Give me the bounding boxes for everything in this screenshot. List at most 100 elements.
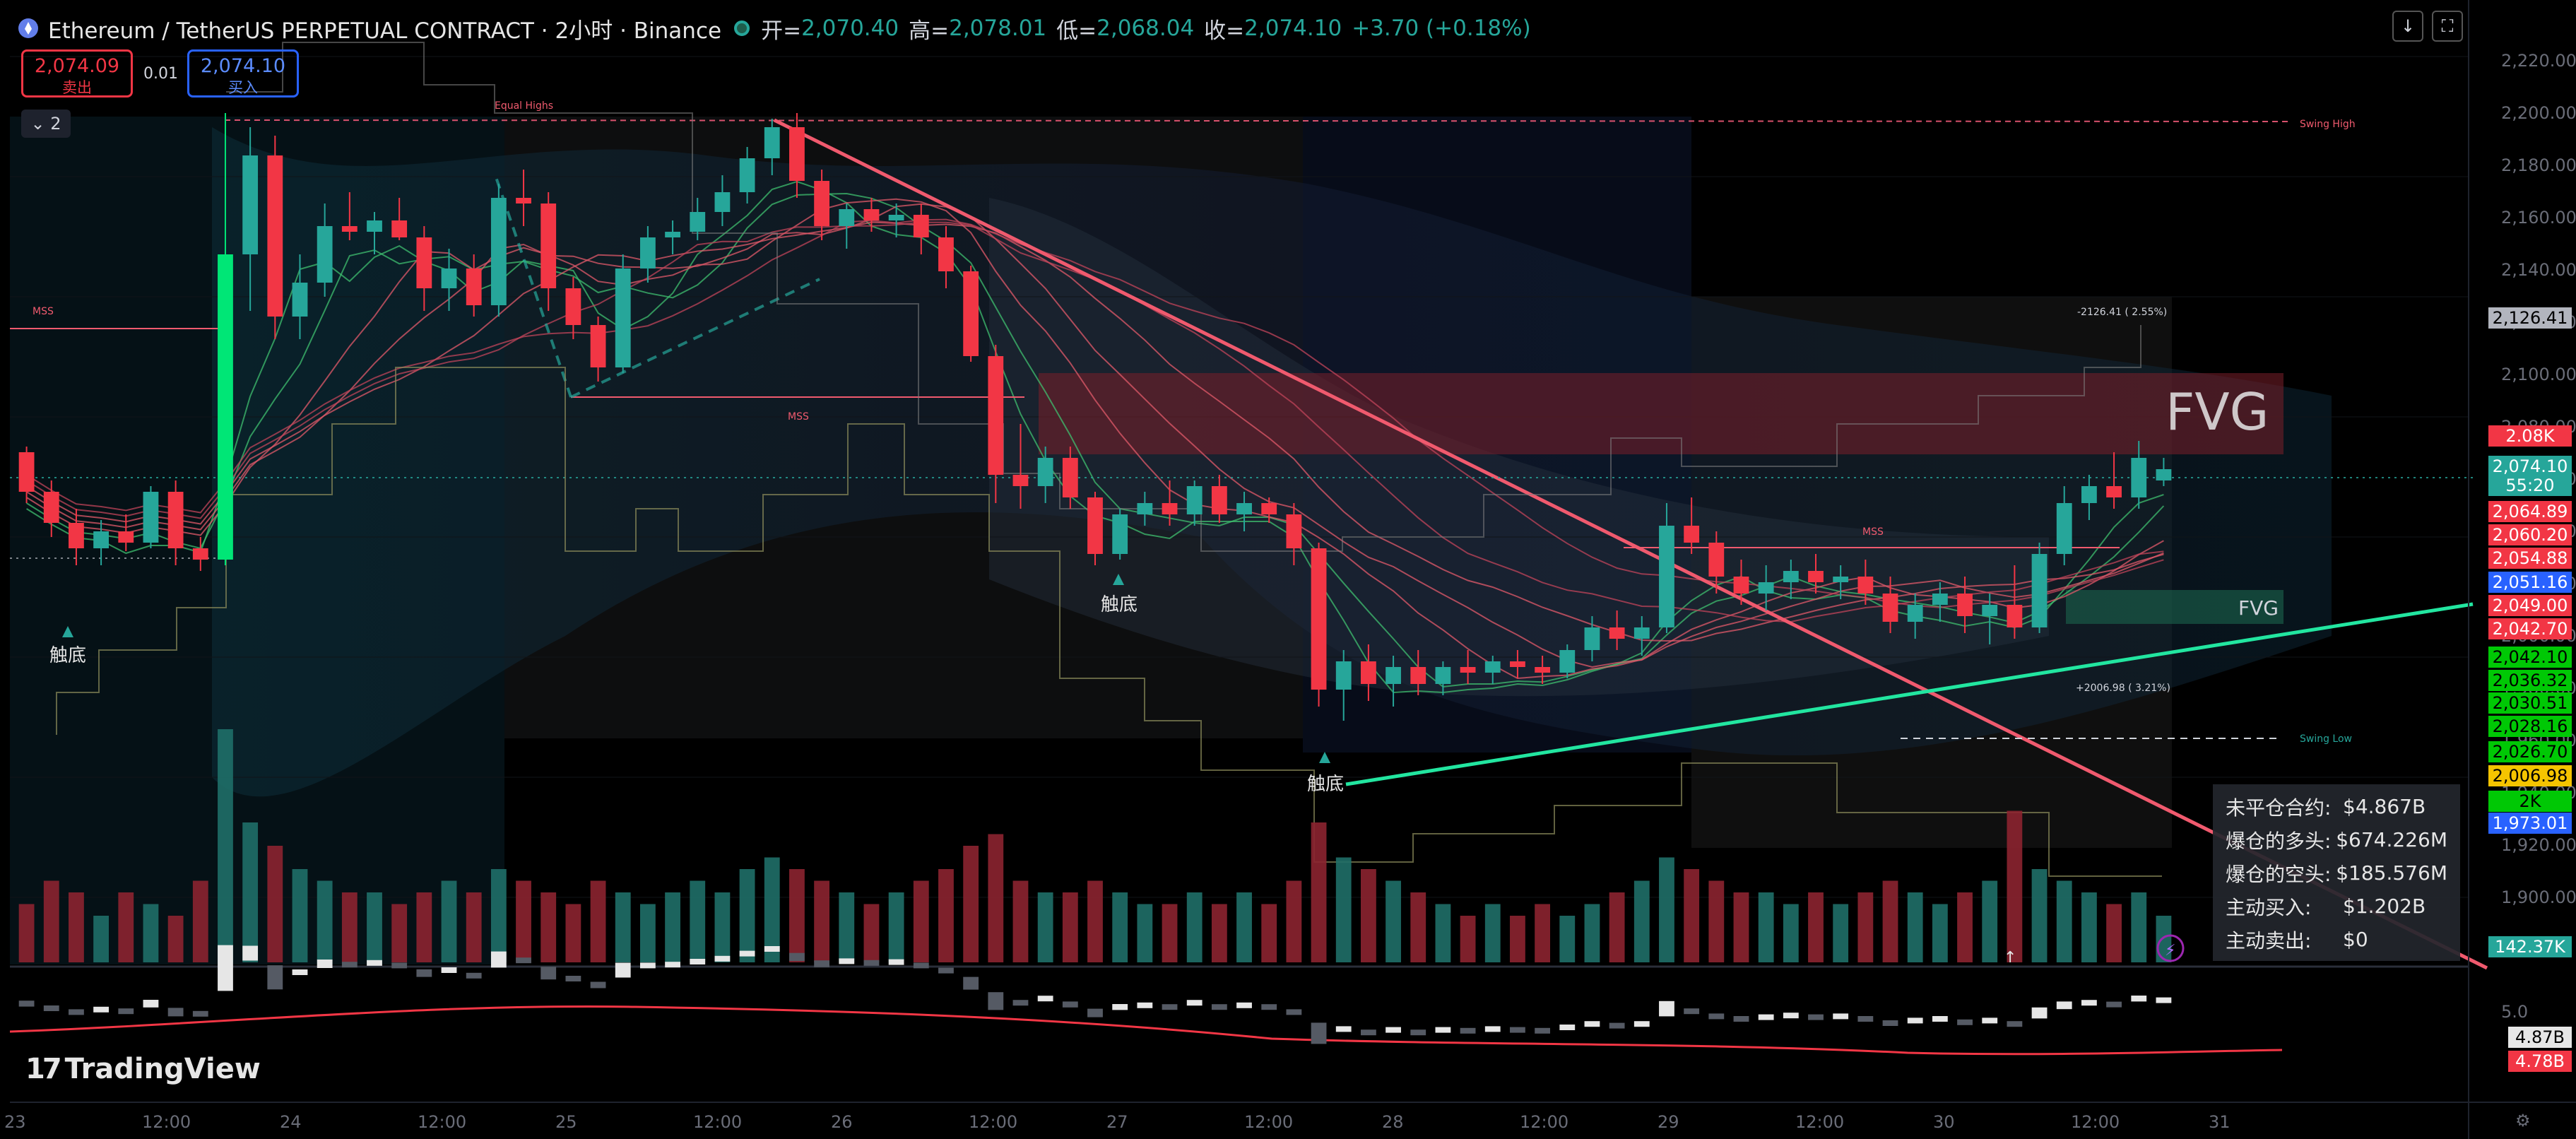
volume-bar bbox=[2156, 916, 2172, 962]
svg-text:⚡: ⚡ bbox=[2165, 942, 2175, 960]
volume-bar bbox=[1957, 892, 1973, 962]
oscillator-bar bbox=[69, 1009, 84, 1015]
volume-bar bbox=[1460, 916, 1476, 962]
oscillator-bar bbox=[1857, 1016, 1874, 1022]
oscillator-bar bbox=[242, 945, 259, 961]
oscillator-bar bbox=[367, 960, 382, 966]
oscillator-bar bbox=[1236, 1002, 1252, 1008]
oscillator-bar bbox=[714, 955, 731, 962]
market-open-icon bbox=[734, 20, 750, 36]
candle-body bbox=[1758, 582, 1774, 594]
candle-body bbox=[1932, 594, 1948, 605]
candle-body bbox=[490, 198, 507, 305]
volume-bar bbox=[1708, 880, 1725, 962]
price-tag: 2,036.32 bbox=[2488, 670, 2572, 691]
volume-bar bbox=[69, 892, 84, 962]
background-zones bbox=[10, 117, 2332, 964]
oscillator-bar bbox=[1360, 1029, 1376, 1036]
oscillator-bar bbox=[218, 945, 233, 991]
volume-bar bbox=[714, 892, 731, 962]
oscillator-bar bbox=[516, 957, 531, 964]
close-value: 2,074.10 bbox=[1244, 16, 1342, 41]
oscillator-bar bbox=[1808, 1014, 1824, 1020]
candle-body bbox=[565, 288, 581, 325]
candle-body bbox=[615, 268, 631, 367]
info-row-label: 爆仓的多头: bbox=[2226, 829, 2332, 853]
candle-body bbox=[1360, 661, 1376, 684]
candle-body bbox=[441, 268, 457, 288]
volume-bar bbox=[1261, 904, 1277, 962]
candle-body bbox=[1609, 627, 1625, 639]
volume-bar bbox=[341, 892, 358, 962]
volume-bar bbox=[218, 729, 233, 962]
candle-body bbox=[1410, 667, 1426, 684]
volume-bar bbox=[938, 869, 954, 962]
volume-bar bbox=[1584, 904, 1600, 962]
volume-bar bbox=[317, 880, 333, 962]
volume-bar bbox=[1186, 892, 1203, 962]
volume-bar bbox=[1559, 916, 1576, 962]
candle-body bbox=[1162, 503, 1178, 514]
oscillator-bar bbox=[1758, 1014, 1774, 1020]
volume-bar bbox=[416, 892, 432, 962]
spread-value: 0.01 bbox=[143, 65, 178, 83]
oscillator-bar bbox=[1882, 1020, 1898, 1026]
buy-button[interactable]: 2,074.10 买入 bbox=[187, 49, 299, 98]
symbol-title[interactable]: Ethereum / TetherUS PERPETUAL CONTRACT ·… bbox=[48, 18, 722, 44]
time-axis-label: 12:00 bbox=[142, 1112, 191, 1132]
candle-body bbox=[1012, 475, 1029, 486]
info-row: 未平仓合约: $4.867B bbox=[2226, 790, 2447, 823]
volume-bar bbox=[639, 904, 656, 962]
oscillator-bar bbox=[789, 952, 805, 962]
measure-bottom-label: +2006.98 ( 3.21%) bbox=[2076, 683, 2170, 694]
candle-body bbox=[1907, 605, 1923, 622]
fullscreen-icon[interactable]: ⛶ bbox=[2432, 11, 2463, 42]
candle-body bbox=[2131, 458, 2147, 497]
volume-bar bbox=[1484, 904, 1501, 962]
candle-body bbox=[1733, 577, 1749, 594]
time-axis-label: 12:00 bbox=[1520, 1112, 1569, 1132]
price-axis-label: 2,180.00 bbox=[2501, 155, 2576, 175]
tradingview-logo-icon: 𝟭𝟳 bbox=[25, 1053, 62, 1085]
tradingview-logo[interactable]: 𝟭𝟳 TradingView bbox=[25, 1053, 261, 1085]
lightning-icon bbox=[2156, 934, 2185, 962]
settings-icon[interactable]: ⚙ bbox=[2515, 1111, 2531, 1131]
measure-top-label: -2126.41 ( 2.55%) bbox=[2077, 307, 2167, 318]
oscillator-bar bbox=[1286, 1009, 1302, 1015]
candle-body bbox=[1857, 577, 1874, 594]
price-tag: 2,042.70 bbox=[2488, 618, 2572, 639]
candle-body bbox=[391, 220, 408, 237]
candle-body bbox=[516, 198, 531, 203]
sell-label: 卖出 bbox=[62, 79, 92, 96]
open-label: 开= bbox=[761, 18, 802, 44]
candle-body bbox=[1286, 514, 1302, 548]
download-icon[interactable]: ↓ bbox=[2392, 11, 2423, 42]
oscillator-bar bbox=[1037, 996, 1053, 1002]
oscillator-bar bbox=[2156, 997, 2172, 1003]
candle-body bbox=[416, 237, 432, 288]
candle-body bbox=[93, 531, 110, 548]
sell-button[interactable]: 2,074.09 卖出 bbox=[21, 49, 133, 98]
volume-bar bbox=[913, 880, 929, 962]
indicators-collapse-button[interactable]: ⌄ 2 bbox=[21, 110, 71, 138]
price-tag: 2,026.70 bbox=[2488, 741, 2572, 762]
candle-body bbox=[1833, 577, 1849, 582]
oscillator-bar bbox=[18, 1001, 35, 1007]
volume-bar bbox=[1435, 904, 1451, 962]
volume-bar bbox=[764, 857, 780, 962]
high-label: 高= bbox=[909, 18, 950, 44]
volume-bar bbox=[888, 892, 904, 962]
close-label: 收= bbox=[1204, 18, 1245, 44]
time-axis-label: 27 bbox=[1106, 1112, 1128, 1132]
volume-bar bbox=[1535, 904, 1551, 962]
oscillator-bar bbox=[2031, 1007, 2048, 1019]
candle-body bbox=[1484, 661, 1501, 673]
candle-body bbox=[367, 220, 382, 232]
candle-body bbox=[2081, 486, 2097, 503]
volume-bar bbox=[615, 892, 631, 962]
lower-indicator bbox=[9, 945, 2469, 1056]
axes bbox=[10, 0, 2576, 1139]
oscillator-bar bbox=[391, 962, 408, 969]
